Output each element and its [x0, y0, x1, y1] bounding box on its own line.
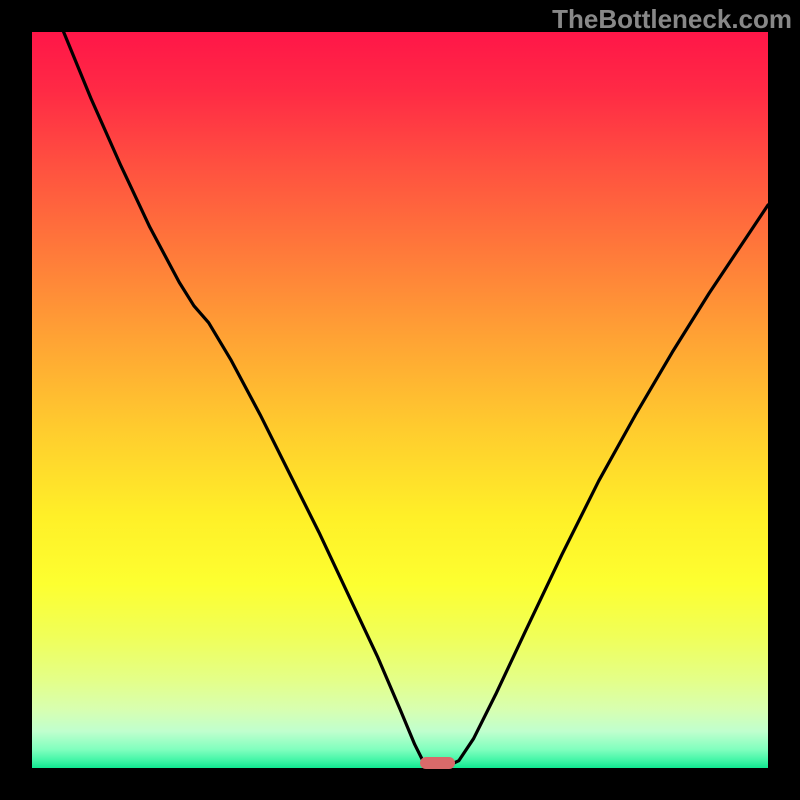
- bottleneck-curve-svg: [0, 0, 800, 800]
- optimum-marker: [420, 757, 455, 769]
- chart-container: TheBottleneck.com: [0, 0, 800, 800]
- bottleneck-curve: [64, 32, 768, 766]
- watermark-text: TheBottleneck.com: [552, 4, 792, 35]
